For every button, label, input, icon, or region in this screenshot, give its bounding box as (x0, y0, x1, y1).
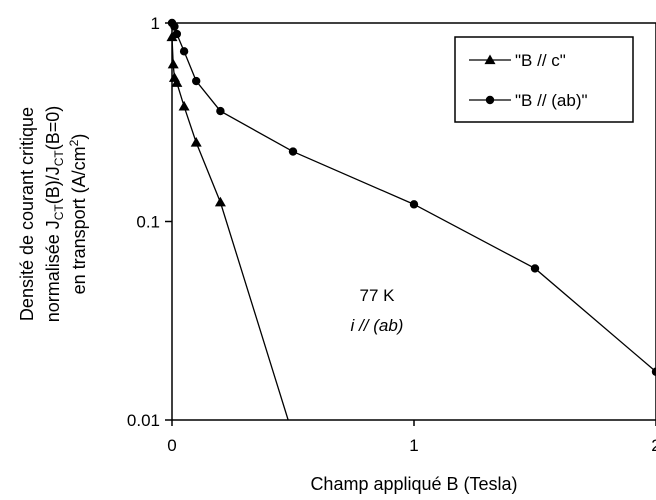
data-point (288, 147, 298, 156)
y-title-part: en transport (A/cm (69, 146, 89, 294)
data-point (409, 200, 419, 209)
data-point (179, 47, 189, 56)
y-tick-label: 0.01 (127, 411, 160, 430)
y-title-part: normalisée J (43, 220, 63, 322)
y-title-subscript: CT (52, 204, 66, 221)
data-point (530, 264, 540, 273)
data-point (214, 196, 226, 207)
legend-swatch-marker (484, 54, 496, 65)
y-axis-title: Densité de courant critique normalisée J… (17, 106, 89, 323)
legend-label: "B // c" (515, 51, 566, 70)
annotation-current-direction: i // (ab) (351, 316, 404, 335)
data-point (178, 100, 190, 111)
data-point (172, 29, 182, 39)
y-tick-label: 1 (151, 14, 160, 33)
y-tick-label: 0.1 (136, 213, 160, 232)
data-point (167, 58, 179, 69)
x-tick-label: 2 (651, 436, 656, 455)
series-line (171, 36, 289, 421)
y-axis-title-line-1: Densité de courant critique (17, 107, 37, 321)
y-axis-title-line-2: normalisée JCT(B)/JCT(B=0) (43, 106, 66, 323)
data-point (166, 31, 178, 42)
legend: "B // c" "B // (ab)" (454, 36, 634, 123)
y-title-part: (B=0) (43, 106, 63, 151)
x-tick-label: 0 (167, 436, 176, 455)
legend-label: "B // (ab)" (515, 91, 588, 110)
axis-ticks: 0.01 0.1 1 0 1 2 (127, 14, 656, 455)
data-point (170, 22, 179, 31)
series-triangle (166, 31, 289, 421)
data-point (192, 76, 201, 86)
data-point (190, 137, 202, 147)
legend-box (454, 36, 634, 123)
y-title-superscript: 2 (67, 139, 81, 146)
series-layer (166, 18, 656, 421)
series-circle (167, 18, 656, 376)
x-tick-label: 1 (409, 436, 418, 455)
y-title-part: ) (69, 134, 89, 140)
legend-swatch-marker (485, 95, 495, 105)
data-point (651, 367, 656, 376)
annotation-temperature: 77 K (360, 286, 396, 305)
y-title-subscript: CT (52, 150, 66, 167)
data-point (216, 106, 225, 116)
y-title-part: (B)/J (43, 166, 63, 204)
legend-items: "B // c" "B // (ab)" (469, 51, 588, 110)
legend-item: "B // c" (469, 51, 566, 70)
legend-item: "B // (ab)" (469, 91, 588, 110)
x-axis-title: Champ appliqué B (Tesla) (310, 474, 517, 494)
y-axis-title-line-3: en transport (A/cm2) (67, 134, 89, 295)
data-point (171, 77, 183, 87)
